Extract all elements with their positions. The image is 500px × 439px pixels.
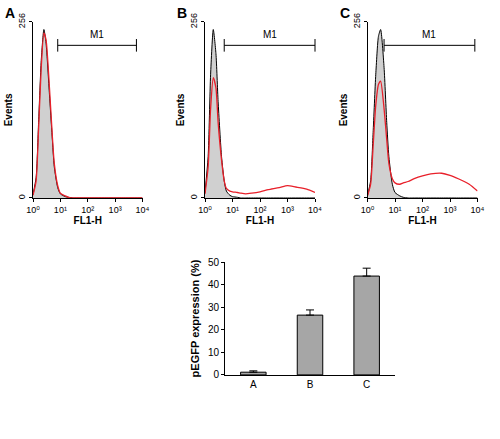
svg-text:C: C (340, 5, 350, 21)
svg-text:256: 256 (352, 13, 362, 28)
svg-text:256: 256 (17, 13, 27, 28)
svg-text:40: 40 (208, 279, 220, 290)
svg-text:10²: 10² (81, 205, 94, 215)
svg-text:0: 0 (17, 194, 27, 199)
svg-text:10¹: 10¹ (388, 205, 401, 215)
svg-text:10³: 10³ (109, 205, 122, 215)
svg-text:M1: M1 (90, 29, 104, 40)
svg-text:10³: 10³ (281, 205, 294, 215)
svg-text:B: B (177, 5, 187, 21)
svg-text:10¹: 10¹ (54, 205, 67, 215)
svg-text:B: B (307, 379, 314, 390)
svg-text:10⁴: 10⁴ (471, 205, 485, 215)
svg-text:C: C (363, 379, 370, 390)
svg-text:20: 20 (208, 324, 220, 335)
svg-text:50: 50 (208, 257, 220, 268)
svg-text:10³: 10³ (443, 205, 456, 215)
svg-text:FL1-H: FL1-H (408, 215, 436, 226)
svg-text:Events: Events (338, 93, 349, 126)
svg-text:10²: 10² (416, 205, 429, 215)
svg-text:10²: 10² (253, 205, 266, 215)
svg-text:10⁴: 10⁴ (308, 205, 322, 215)
svg-text:M1: M1 (263, 29, 277, 40)
svg-text:10⁰: 10⁰ (198, 205, 212, 215)
svg-text:30: 30 (208, 302, 220, 313)
svg-text:0: 0 (189, 194, 199, 199)
svg-text:10⁰: 10⁰ (361, 205, 375, 215)
svg-text:Events: Events (175, 93, 186, 126)
svg-text:A: A (5, 5, 15, 21)
svg-text:10⁴: 10⁴ (136, 205, 150, 215)
svg-text:10: 10 (208, 347, 220, 358)
svg-text:FL1-H: FL1-H (246, 215, 274, 226)
svg-text:M1: M1 (422, 29, 436, 40)
svg-text:10⁰: 10⁰ (26, 205, 40, 215)
svg-text:0: 0 (213, 369, 219, 380)
svg-text:0: 0 (352, 194, 362, 199)
svg-text:10¹: 10¹ (226, 205, 239, 215)
svg-text:pEGFP expression (%): pEGFP expression (%) (189, 259, 201, 377)
svg-text:256: 256 (189, 13, 199, 28)
svg-text:A: A (250, 379, 257, 390)
svg-text:FL1-H: FL1-H (74, 215, 102, 226)
svg-text:Events: Events (3, 93, 14, 126)
